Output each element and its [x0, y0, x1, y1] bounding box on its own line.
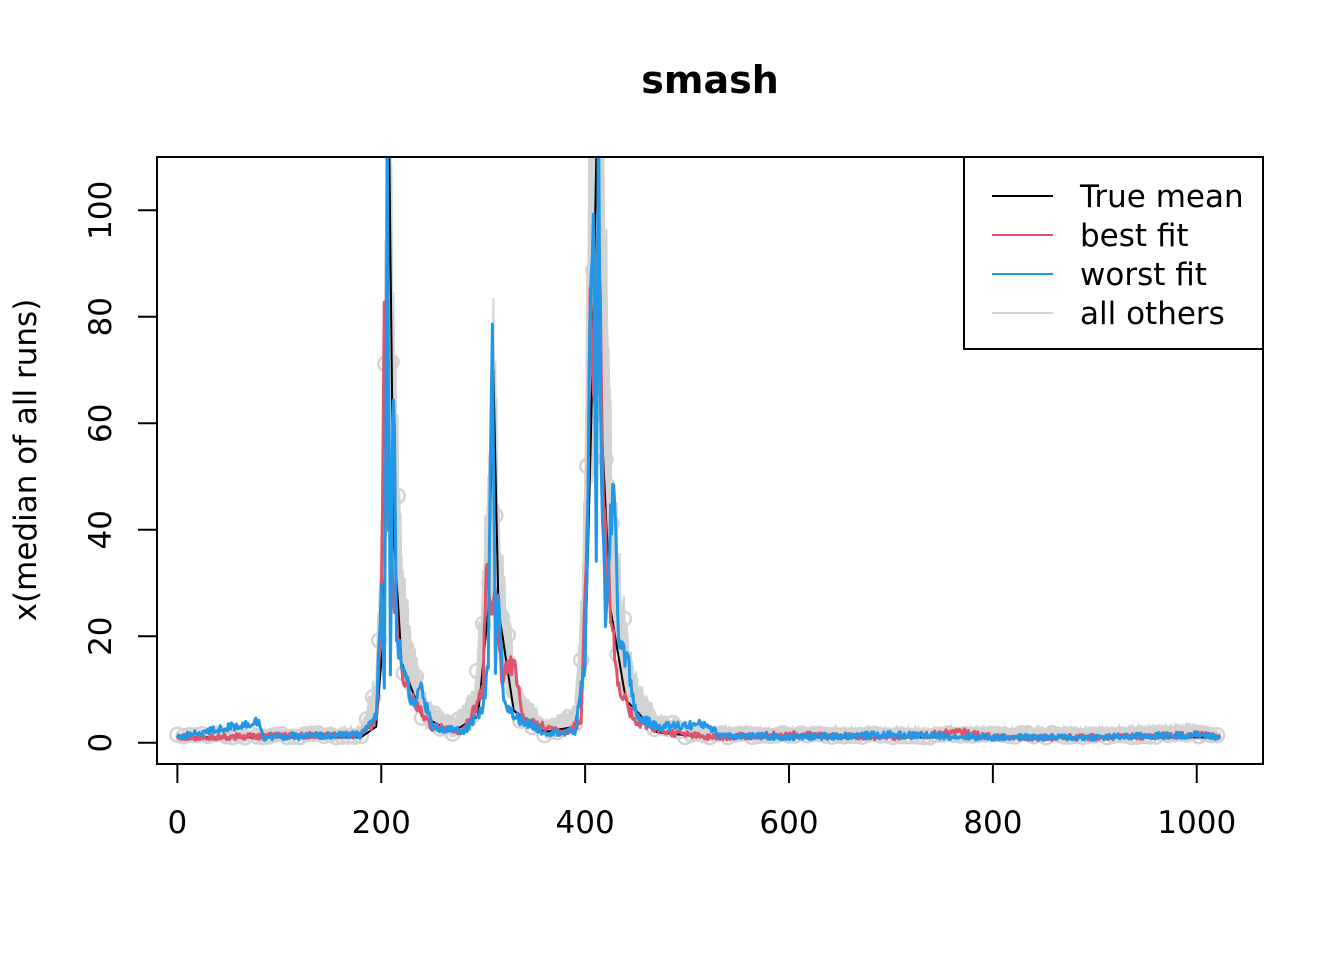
y-tick-label: 40: [83, 510, 119, 549]
all-others-point: [597, 450, 614, 468]
x-axis: 0 200 400 600 800 1000: [168, 763, 1236, 841]
all-others-point: [505, 682, 523, 700]
series-line-all-others: [177, 157, 1222, 745]
series-line-all-others: [176, 157, 1221, 745]
y-axis: 0 20 40 60 80 100: [83, 181, 158, 753]
series-line-all-others: [176, 157, 1222, 745]
x-tick-label: 600: [759, 805, 818, 841]
legend-label: worst fit: [1080, 257, 1207, 293]
y-tick-label: 80: [83, 297, 119, 336]
legend-label: all others: [1080, 296, 1225, 332]
legend-label: best fit: [1080, 218, 1189, 254]
y-tick-label: 0: [83, 733, 119, 753]
x-tick-label: 0: [168, 805, 188, 841]
y-tick-label: 60: [83, 404, 119, 443]
y-axis-title: x(median of all runs): [8, 299, 44, 622]
legend-label: True mean: [1079, 179, 1244, 215]
all-others-point: [572, 651, 590, 669]
x-tick-label: 1000: [1157, 805, 1236, 841]
all-others-point: [364, 688, 382, 706]
all-others-layer: [169, 157, 1226, 746]
y-tick-label: 100: [83, 181, 119, 240]
all-others-point: [517, 700, 535, 718]
x-tick-label: 800: [963, 805, 1022, 841]
x-tick-label: 200: [352, 805, 411, 841]
chart-title: smash: [641, 58, 779, 102]
legend-box: [963, 156, 1264, 350]
series-line-worst-fit: [176, 157, 1221, 742]
series-line-all-others: [176, 157, 1222, 746]
y-tick-label: 20: [83, 616, 119, 655]
x-tick-label: 400: [556, 805, 615, 841]
series-layer: [176, 157, 1222, 742]
